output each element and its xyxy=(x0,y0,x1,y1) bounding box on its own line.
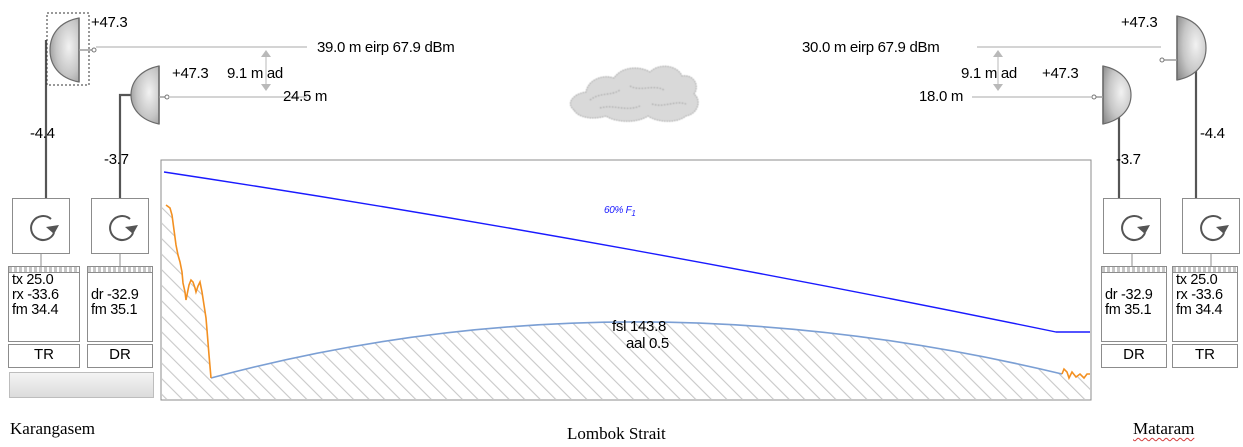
site-bar-button[interactable] xyxy=(9,372,154,398)
right-tr-level: +47.3 xyxy=(1121,14,1158,31)
fresnel-label: 60% F1 xyxy=(604,205,636,218)
parabolic-antenna-icon xyxy=(1102,65,1132,125)
terrain-land-left xyxy=(165,204,212,379)
left-dr-ad-label: 9.1 m ad xyxy=(227,65,283,82)
stat-fm: fm 35.1 xyxy=(1105,302,1152,318)
fresnel-line xyxy=(163,171,1090,333)
left-dr-feeder-loss: -3.7 xyxy=(104,151,129,168)
stat-tx: tx 25.0 xyxy=(1176,272,1218,288)
left-tr-level: +47.3 xyxy=(91,14,128,31)
antenna-right-tr[interactable] xyxy=(1159,15,1207,81)
antenna-selection-box xyxy=(46,12,90,86)
right-dr-radio-button[interactable] xyxy=(1103,198,1161,254)
parabolic-antenna-icon xyxy=(49,17,80,83)
path-name: Lombok Strait xyxy=(567,424,666,443)
right-site-name: Mataram xyxy=(1133,419,1195,438)
right-dr-ad-label: 9.1 m ad xyxy=(961,65,1017,82)
parabolic-antenna-icon xyxy=(1176,15,1207,81)
right-tr-role[interactable]: TR xyxy=(1172,344,1238,368)
stat-fm: fm 34.4 xyxy=(12,302,59,318)
stat-fm: fm 34.4 xyxy=(1176,302,1223,318)
left-tr-stats: tx 25.0 rx -33.6 fm 34.4 xyxy=(8,266,80,342)
left-dr-role[interactable]: DR xyxy=(87,344,153,368)
right-tr-stats: tx 25.0 rx -33.6 fm 34.4 xyxy=(1172,266,1238,342)
left-tr-role[interactable]: TR xyxy=(8,344,80,368)
right-tr-feeder-loss: -4.4 xyxy=(1200,125,1225,142)
antenna-left-dr[interactable] xyxy=(130,65,170,125)
rotate-icon xyxy=(30,215,59,242)
right-dr-level: +47.3 xyxy=(1042,65,1079,82)
feeder-cable-left-dr xyxy=(118,93,133,198)
left-site-name: Karangasem xyxy=(10,419,95,438)
terrain-land-right xyxy=(1061,367,1090,381)
left-tr-radio-button[interactable] xyxy=(12,198,70,254)
fsl-label: fsl 143.8 xyxy=(612,318,667,335)
stat-dr: dr -32.9 xyxy=(91,287,139,303)
rotate-icon xyxy=(1200,215,1229,242)
left-tr-feeder-loss: -4.4 xyxy=(30,125,55,142)
stat-tx: tx 25.0 xyxy=(12,272,54,288)
cloud-icon xyxy=(570,65,699,122)
aal-label: aal 0.5 xyxy=(626,335,669,352)
rotate-icon xyxy=(109,215,138,242)
stat-rx: rx -33.6 xyxy=(12,287,59,303)
height-reference-lines xyxy=(96,46,1161,98)
right-tr-radio-button[interactable] xyxy=(1182,198,1240,254)
parabolic-antenna-icon xyxy=(130,65,160,125)
stat-rx: rx -33.6 xyxy=(1176,287,1223,303)
left-dr-stats: dr -32.9 fm 35.1 xyxy=(87,266,153,342)
left-dr-radio-button[interactable] xyxy=(91,198,149,254)
spacing-arrow-left xyxy=(261,50,271,91)
right-dr-role[interactable]: DR xyxy=(1101,344,1167,368)
stat-dr: dr -32.9 xyxy=(1105,287,1153,303)
rotate-icon xyxy=(1121,215,1150,242)
terrain-hatch xyxy=(162,205,1090,399)
right-tr-height-label: 30.0 m eirp 67.9 dBm xyxy=(802,39,940,56)
right-dr-feeder-loss: -3.7 xyxy=(1116,151,1141,168)
antenna-right-dr[interactable] xyxy=(1091,65,1132,125)
profile-frame xyxy=(160,159,1092,401)
stat-fm: fm 35.1 xyxy=(91,302,138,318)
antenna-left-tr[interactable] xyxy=(49,17,97,83)
right-dr-stats: dr -32.9 fm 35.1 xyxy=(1101,266,1167,342)
terrain-sea-line xyxy=(210,321,1063,379)
spacing-arrow-right xyxy=(993,50,1003,91)
left-dr-level: +47.3 xyxy=(172,65,209,82)
right-dr-height-label: 18.0 m xyxy=(919,88,964,105)
left-tr-height-label: 39.0 m eirp 67.9 dBm xyxy=(317,39,455,56)
left-dr-height-label: 24.5 m xyxy=(283,88,328,105)
